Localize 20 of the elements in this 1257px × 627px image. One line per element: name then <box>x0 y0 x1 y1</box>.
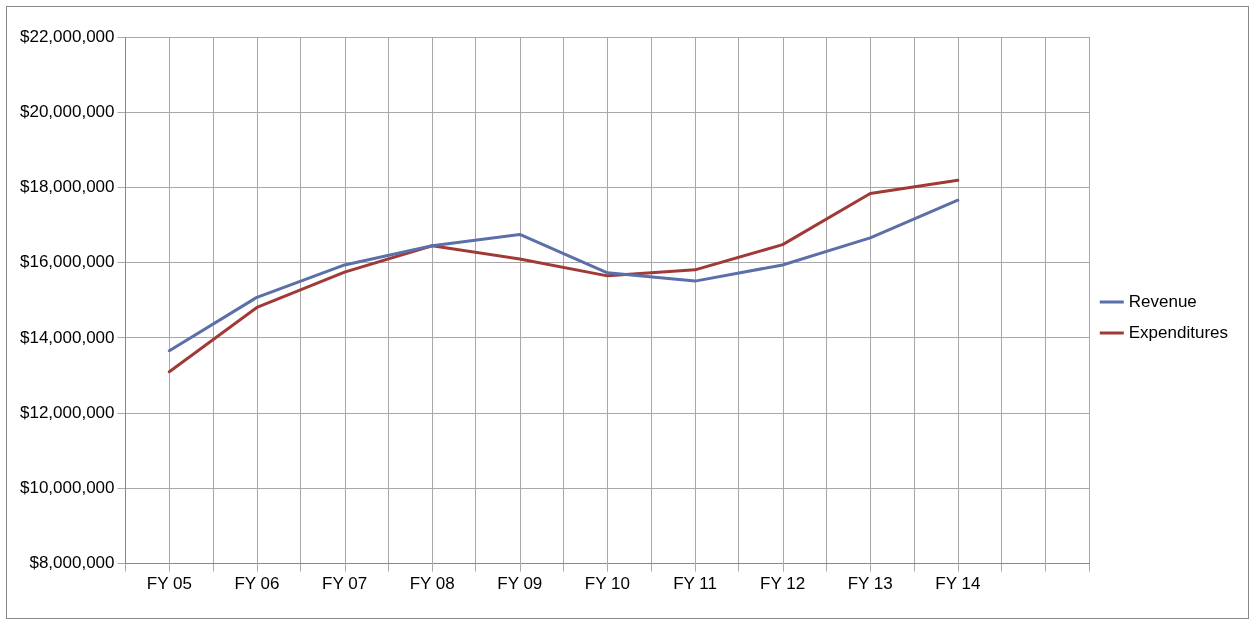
x-tick-label: FY 08 <box>409 574 455 594</box>
x-tick-label: FY 10 <box>584 574 630 594</box>
x-tick-label: FY 07 <box>322 574 368 594</box>
x-tick-label: FY 14 <box>935 574 981 594</box>
y-tick-label: $14,000,000 <box>19 327 115 347</box>
x-tick-label: FY 11 <box>673 574 717 594</box>
legend-label: Revenue <box>1128 291 1197 311</box>
x-tick-label: FY 09 <box>497 574 543 594</box>
y-tick-label: $20,000,000 <box>19 101 115 121</box>
x-tick-label: FY 06 <box>234 574 280 594</box>
x-tick-label: FY 12 <box>760 574 806 594</box>
y-tick-label: $12,000,000 <box>19 402 115 422</box>
legend-label: Expenditures <box>1128 322 1229 342</box>
y-tick-label: $18,000,000 <box>19 177 115 197</box>
y-tick-label: $22,000,000 <box>19 26 115 46</box>
y-tick-label: $16,000,000 <box>19 252 115 272</box>
x-tick-label: FY 13 <box>847 574 893 594</box>
x-tick-label: FY 05 <box>146 574 192 594</box>
y-tick-label: $10,000,000 <box>19 478 115 498</box>
y-tick-label: $8,000,000 <box>29 553 115 573</box>
